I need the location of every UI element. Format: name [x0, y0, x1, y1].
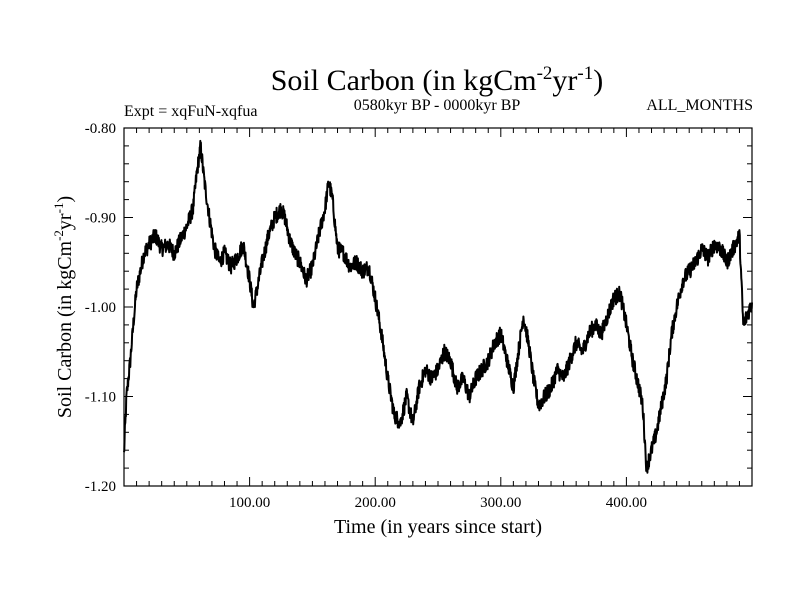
x-axis-label: Time (in years since start) — [334, 516, 542, 538]
tick-labels: 100.00 200.00 300.00 400.00 -0.80 -0.90 -1.00 -… — [85, 121, 647, 511]
subtitle-experiment: Expt = xqFuN-xqfua — [124, 103, 257, 120]
y-tick-label: -1.10 — [85, 390, 116, 406]
chart-title: Soil Carbon (in kgCm-2yr-1) — [271, 63, 604, 97]
series-line-soil-carbon — [123, 139, 753, 474]
subtitle-period: 0580kyr BP - 0000kyr BP — [354, 97, 521, 114]
x-tick-label: 300.00 — [480, 495, 521, 511]
axis-ticks — [124, 128, 752, 486]
y-tick-label: -1.00 — [85, 300, 116, 316]
y-tick-label: -1.20 — [85, 479, 116, 495]
x-tick-label: 200.00 — [355, 495, 396, 511]
y-tick-label: -0.90 — [85, 211, 116, 227]
y-axis-label: Soil Carbon (in kgCm-2yr-1) — [51, 196, 76, 418]
x-tick-label: 100.00 — [229, 495, 270, 511]
y-tick-label: -0.80 — [85, 121, 116, 137]
x-tick-label: 400.00 — [606, 495, 647, 511]
subtitle-months: ALL_MONTHS — [646, 97, 753, 114]
